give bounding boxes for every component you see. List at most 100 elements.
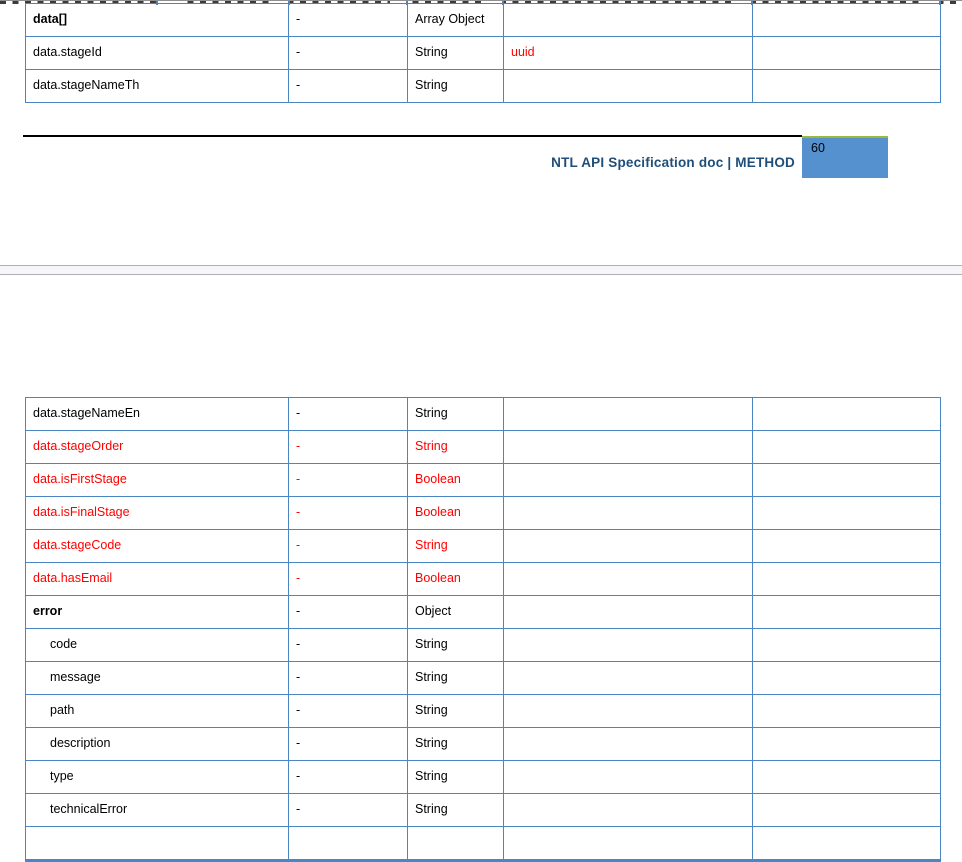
cell-remark xyxy=(753,497,941,530)
cell-field-name: data.stageNameTh xyxy=(26,70,289,103)
table-row: data.stageCode - String xyxy=(26,530,941,563)
table-continuation-border xyxy=(25,859,941,862)
cell-remark xyxy=(753,530,941,563)
cell-description xyxy=(504,563,753,596)
cell-field-name: type xyxy=(26,761,289,794)
cell-field-name: technicalError xyxy=(26,794,289,827)
cell-description xyxy=(504,695,753,728)
cell-description xyxy=(504,497,753,530)
cell-field-name: data.stageId xyxy=(26,37,289,70)
cell-description xyxy=(504,728,753,761)
table-row xyxy=(26,827,941,860)
cell-field-name: data.stageCode xyxy=(26,530,289,563)
table-row: technicalError - String xyxy=(26,794,941,827)
cell-remark xyxy=(753,4,941,37)
cell-type: String xyxy=(408,728,504,761)
cell-remark xyxy=(753,37,941,70)
cell-description xyxy=(504,662,753,695)
cell-type: Boolean xyxy=(408,464,504,497)
cell-description xyxy=(504,70,753,103)
cell-required: - xyxy=(289,695,408,728)
cell-field-name xyxy=(26,827,289,860)
cell-type: String xyxy=(408,530,504,563)
cell-type: String xyxy=(408,70,504,103)
cell-remark xyxy=(753,563,941,596)
cell-required: - xyxy=(289,431,408,464)
cell-type: String xyxy=(408,431,504,464)
table-row: data.hasEmail - Boolean xyxy=(26,563,941,596)
cell-field-name: data.hasEmail xyxy=(26,563,289,596)
cell-remark xyxy=(753,695,941,728)
cell-type: String xyxy=(408,761,504,794)
page-break-gap xyxy=(0,265,962,275)
cell-field-name: code xyxy=(26,629,289,662)
cell-required: - xyxy=(289,662,408,695)
table-row: description - String xyxy=(26,728,941,761)
cell-description xyxy=(504,431,753,464)
table-row: path - String xyxy=(26,695,941,728)
cell-field-name: path xyxy=(26,695,289,728)
table-row: code - String xyxy=(26,629,941,662)
cell-description xyxy=(504,596,753,629)
cell-description xyxy=(504,827,753,860)
cell-type: Object xyxy=(408,596,504,629)
cell-remark xyxy=(753,662,941,695)
cell-required: - xyxy=(289,398,408,431)
cell-required: - xyxy=(289,70,408,103)
table-row: data.stageOrder - String xyxy=(26,431,941,464)
table-row: data.isFinalStage - Boolean xyxy=(26,497,941,530)
cell-type: String xyxy=(408,629,504,662)
cell-required: - xyxy=(289,497,408,530)
table-row: data[] - Array Object xyxy=(26,4,941,37)
cell-field-name: data.isFinalStage xyxy=(26,497,289,530)
footer-doc-title: NTL API Specification doc | METHOD xyxy=(551,155,795,170)
api-spec-table-bottom: data.stageNameEn - String data.stageOrder - S… xyxy=(25,397,941,860)
cell-type: String xyxy=(408,398,504,431)
cell-type: String xyxy=(408,794,504,827)
cell-remark xyxy=(753,596,941,629)
cell-remark xyxy=(753,398,941,431)
cell-field-name: data.stageNameEn xyxy=(26,398,289,431)
cell-type: Boolean xyxy=(408,563,504,596)
cell-required: - xyxy=(289,4,408,37)
cell-description: uuid xyxy=(504,37,753,70)
cell-remark xyxy=(753,827,941,860)
cell-field-name: data.isFirstStage xyxy=(26,464,289,497)
cell-required: - xyxy=(289,37,408,70)
cell-field-name: message xyxy=(26,662,289,695)
cell-required: - xyxy=(289,761,408,794)
cell-required: - xyxy=(289,563,408,596)
cell-type: String xyxy=(408,695,504,728)
table-row: message - String xyxy=(26,662,941,695)
cell-description xyxy=(504,761,753,794)
cell-required: - xyxy=(289,596,408,629)
cell-field-name: data.stageOrder xyxy=(26,431,289,464)
cell-required: - xyxy=(289,629,408,662)
cell-description xyxy=(504,4,753,37)
page-number-field[interactable]: 60 xyxy=(802,136,888,178)
cell-type: Boolean xyxy=(408,497,504,530)
page-number-value: 60 xyxy=(811,141,825,155)
cell-remark xyxy=(753,761,941,794)
cell-remark xyxy=(753,728,941,761)
cell-required xyxy=(289,827,408,860)
api-spec-table-top: data[] - Array Object data.stageId - String uu… xyxy=(25,3,941,103)
cell-remark xyxy=(753,70,941,103)
cell-remark xyxy=(753,794,941,827)
table-row: data.isFirstStage - Boolean xyxy=(26,464,941,497)
cell-field-name: error xyxy=(26,596,289,629)
cell-field-name: data[] xyxy=(26,4,289,37)
table-row: data.stageId - String uuid xyxy=(26,37,941,70)
table-row: error - Object xyxy=(26,596,941,629)
cell-type: String xyxy=(408,37,504,70)
table-row: data.stageNameTh - String xyxy=(26,70,941,103)
cell-description xyxy=(504,794,753,827)
table-row: data.stageNameEn - String xyxy=(26,398,941,431)
cell-description xyxy=(504,629,753,662)
cell-remark xyxy=(753,464,941,497)
cell-description xyxy=(504,530,753,563)
cell-remark xyxy=(753,431,941,464)
cell-required: - xyxy=(289,728,408,761)
cell-type: Array Object xyxy=(408,4,504,37)
